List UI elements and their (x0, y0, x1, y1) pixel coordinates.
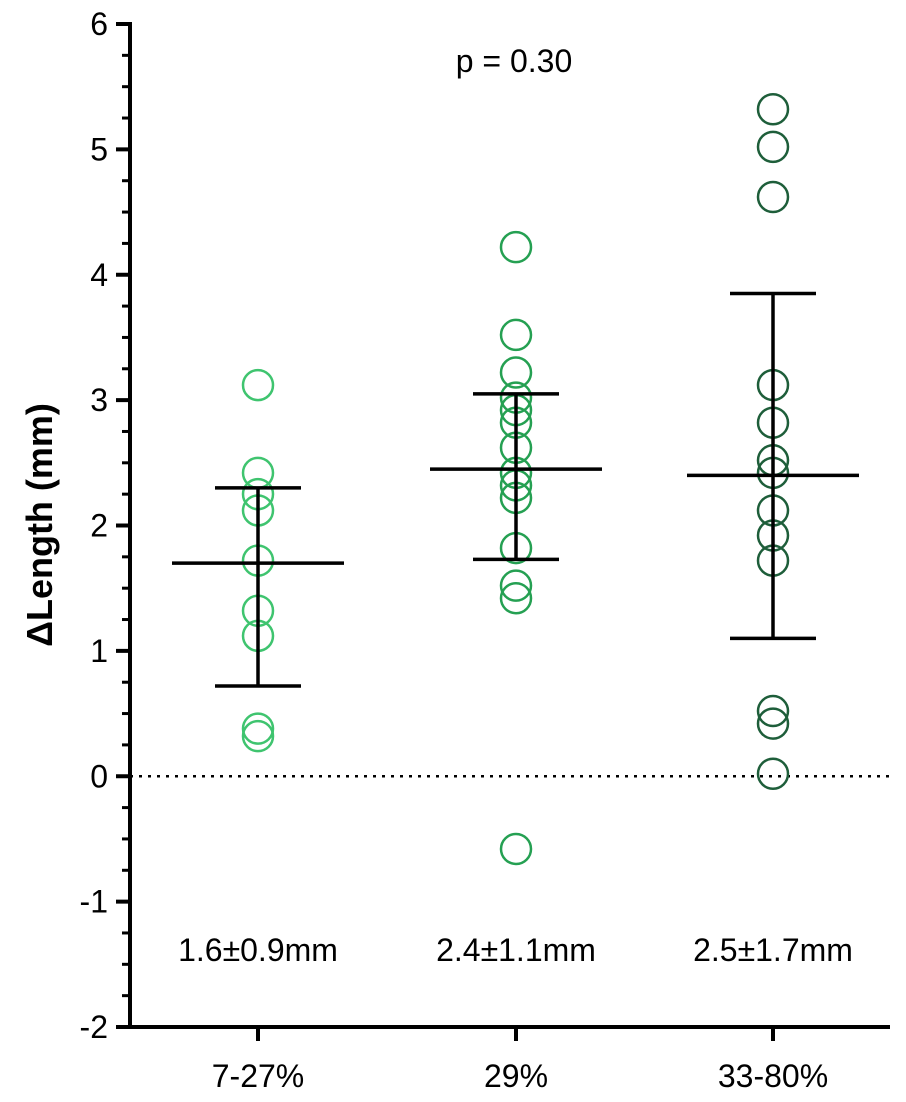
x-tick-label: 33-80% (718, 1058, 828, 1094)
y-tick-label: -2 (80, 1009, 108, 1045)
data-point (756, 694, 790, 728)
y-axis-label: ΔLength (mm) (19, 403, 60, 647)
y-tick-label: 0 (90, 758, 108, 794)
group-stat-label: 1.6±0.9mm (178, 932, 338, 968)
x-axis: 7-27% 29% 33-80% (128, 1025, 890, 1094)
x-tick-label: 7-27% (212, 1058, 305, 1094)
data-point (241, 368, 275, 402)
data-point (756, 130, 790, 164)
data-point (756, 707, 790, 740)
y-tick-label: 1 (90, 633, 108, 669)
data-point (241, 712, 275, 745)
data-point (756, 93, 790, 126)
error-bars (172, 291, 859, 688)
annotations: p = 0.30 1.6±0.9mm 2.4±1.1mm 2.5±1.7mm (178, 43, 853, 968)
data-point (499, 832, 533, 866)
x-tick-label: 29% (484, 1058, 548, 1094)
data-point (499, 356, 533, 389)
y-tick-label: 6 (90, 6, 108, 42)
y-axis: 6 5 4 3 2 1 0 -1 -2 (80, 6, 132, 1045)
group-stat-label: 2.4±1.1mm (436, 932, 596, 968)
data-point (499, 569, 533, 602)
group-stat-label: 2.5±1.7mm (693, 932, 853, 968)
data-point (756, 757, 790, 790)
y-tick-label: -1 (80, 884, 108, 920)
p-value-label: p = 0.30 (456, 43, 573, 79)
y-tick-label: 4 (90, 257, 108, 293)
data-point (499, 230, 533, 264)
data-point (499, 318, 533, 352)
y-tick-label: 2 (90, 508, 108, 544)
y-tick-label: 3 (90, 382, 108, 418)
y-tick-label: 5 (90, 131, 108, 167)
data-point (241, 719, 275, 753)
data-point (756, 180, 790, 214)
data-point (499, 581, 533, 615)
